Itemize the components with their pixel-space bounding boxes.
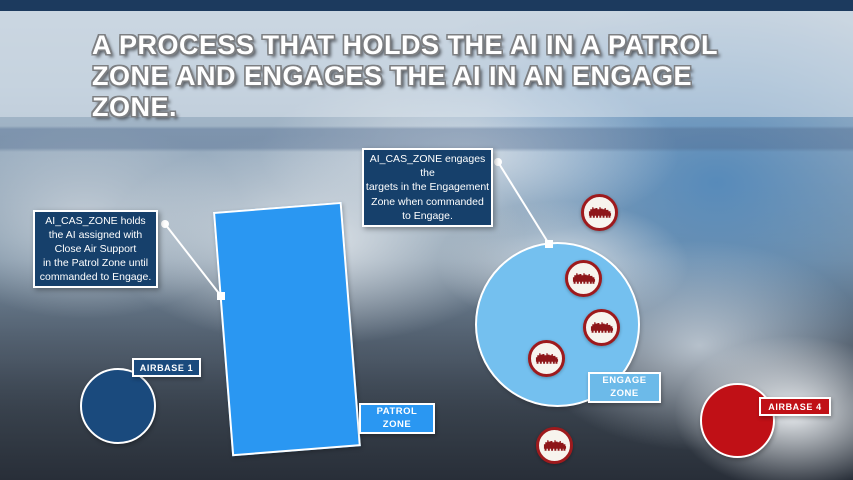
patrol-zone-label: PATROL ZONE [359, 403, 435, 434]
tank-icon [535, 353, 558, 364]
patrol-hold-callout-text: AI_CAS_ZONE holds the AI assigned with C… [39, 214, 152, 284]
target-marker [565, 260, 602, 297]
target-marker [536, 427, 573, 464]
engage-callout-text: AI_CAS_ZONE engages the targets in the E… [365, 153, 490, 222]
tank-icon [543, 440, 566, 451]
title-band: A PROCESS THAT HOLDS THE AI IN A PATROL … [0, 11, 853, 122]
target-marker [581, 194, 618, 231]
tank-icon [588, 207, 611, 218]
target-marker [528, 340, 565, 377]
tank-icon [590, 322, 613, 333]
engage-callout-box: AI_CAS_ZONE engages the targets in the E… [362, 148, 493, 227]
tank-icon [572, 273, 595, 284]
engage-callout-line [494, 158, 553, 248]
top-accent-bar [0, 0, 853, 11]
engage-zone-label: ENGAGE ZONE [588, 372, 661, 403]
patrol-zone-shape [213, 201, 361, 457]
target-marker [583, 309, 620, 346]
patrol-hold-callout-box: AI_CAS_ZONE holds the AI assigned with C… [33, 210, 158, 288]
airbase-1-label: AIRBASE 1 [132, 358, 201, 377]
airbase-1-shape [80, 368, 156, 444]
slide-title: A PROCESS THAT HOLDS THE AI IN A PATROL … [92, 30, 718, 122]
airbase-4-shape [700, 383, 775, 458]
airbase-4-label: AIRBASE 4 [759, 397, 831, 416]
